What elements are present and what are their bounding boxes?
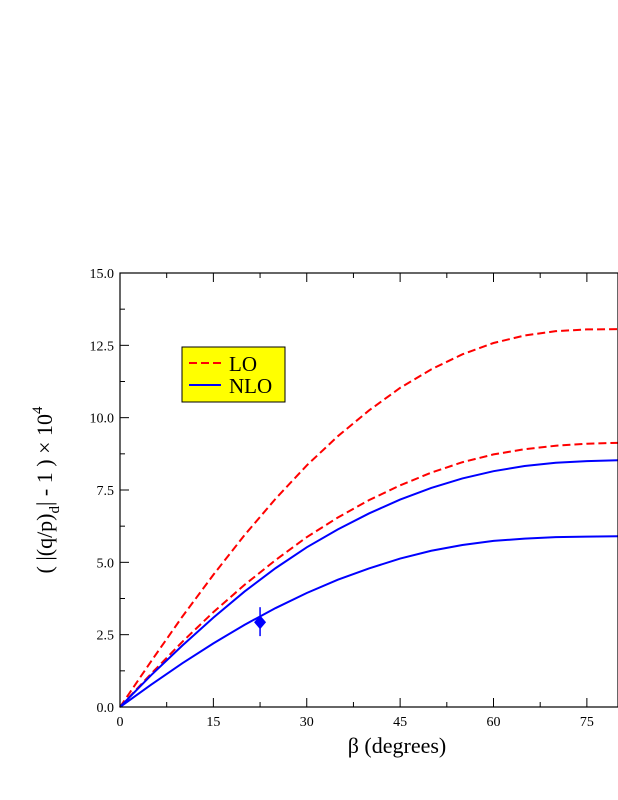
y-tick-label: 15.0: [90, 267, 115, 282]
y-tick-label: 12.5: [90, 339, 115, 354]
tick-layer: 0 15 30 45 60 75 0.0 2.5 5.0 7.5 10.0 12.5 15.0: [90, 267, 594, 730]
data-point-layer: [254, 607, 267, 637]
legend: LO NLO: [181, 346, 286, 403]
data-point-marker: [254, 615, 267, 630]
legend-lo-label: LO: [229, 352, 257, 376]
x-tick-label: 45: [393, 715, 407, 730]
x-tick-label: 30: [300, 715, 314, 730]
y-tick-label: 10.0: [90, 412, 115, 427]
series-nlo-curve-4: [119, 535, 618, 708]
series-nlo-curve-3: [119, 459, 618, 708]
y-axis-label-superscript: 4: [30, 406, 46, 414]
y-tick-label: 7.5: [97, 484, 115, 499]
y-tick-label: 0.0: [97, 701, 115, 716]
plot-frame: [119, 272, 618, 708]
y-axis-label-rest: | - 1 ) × 10: [32, 414, 57, 506]
y-axis-label: ( |(q/p)d| - 1 ) × 104: [30, 406, 63, 573]
x-tick-label: 60: [487, 715, 501, 730]
x-tick-label: 15: [206, 715, 220, 730]
y-axis-label-subscript: d: [47, 505, 63, 513]
series-lo-curve-1: [119, 328, 618, 708]
x-axis-label: β (degrees): [348, 733, 447, 758]
x-tick-label: 0: [117, 715, 124, 730]
y-tick-label: 2.5: [97, 629, 115, 644]
legend-nlo-label: NLO: [229, 374, 272, 398]
series-lo-curve-2: [119, 441, 618, 708]
series-layer: [119, 328, 618, 708]
x-tick-label: 75: [580, 715, 594, 730]
y-axis-label-main: ( |(q/p): [32, 513, 57, 573]
y-tick-label: 5.0: [97, 556, 115, 571]
legend-box: [181, 346, 286, 403]
